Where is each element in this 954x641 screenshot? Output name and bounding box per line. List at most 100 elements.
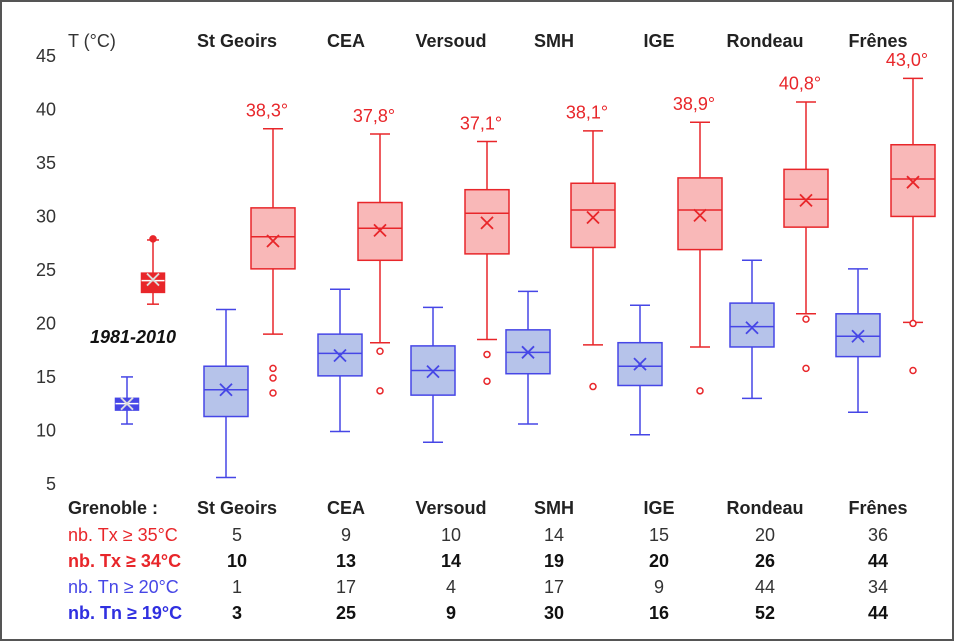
row-label: nb. Tn ≥ 19°C <box>68 603 182 623</box>
outlier <box>269 389 277 397</box>
table-cell: 36 <box>868 525 888 545</box>
mean-marker <box>120 397 134 411</box>
table-cell: 14 <box>544 525 564 545</box>
row-label: nb. Tx ≥ 34°C <box>68 551 181 571</box>
box <box>250 207 296 270</box>
table-header: Grenoble : <box>68 498 158 518</box>
y-tick-label: 45 <box>36 46 56 66</box>
y-tick-label: 40 <box>36 99 56 119</box>
table-cell: 9 <box>654 577 664 597</box>
outlier <box>269 374 277 382</box>
box <box>570 182 616 249</box>
table-cell: 26 <box>755 551 775 571</box>
mean-marker <box>480 216 494 230</box>
table-cell: 5 <box>232 525 242 545</box>
mean-marker <box>219 383 233 397</box>
mean-marker <box>333 348 347 363</box>
outlier <box>376 387 384 395</box>
table-cell: 13 <box>336 551 356 571</box>
max-label: 38,1° <box>566 103 608 123</box>
table-cell: 14 <box>441 551 461 571</box>
mean-marker <box>851 329 865 343</box>
max-label: 38,3° <box>246 100 288 120</box>
box <box>729 302 775 348</box>
table-cell: 20 <box>755 525 775 545</box>
row-label: nb. Tn ≥ 20°C <box>68 577 179 597</box>
table-cell: 17 <box>544 577 564 597</box>
mean-marker <box>633 357 647 371</box>
outlier <box>802 364 810 373</box>
max-label: 40,8° <box>779 74 821 94</box>
category-label: Rondeau <box>726 31 803 51</box>
outlier <box>483 377 491 385</box>
row-label: nb. Tx ≥ 35°C <box>68 525 178 545</box>
outlier <box>909 366 917 375</box>
table-cell: 19 <box>544 551 564 571</box>
table-cell: 34 <box>868 577 888 597</box>
category-label: Frênes <box>848 31 907 51</box>
table-cell: 9 <box>341 525 351 545</box>
max-label: 37,1° <box>460 113 502 133</box>
table-cell: 1 <box>232 577 242 597</box>
table-cell: 25 <box>336 603 356 623</box>
table-cell: 44 <box>755 577 775 597</box>
mean-marker <box>373 223 387 237</box>
y-axis-label: T (°C) <box>68 31 116 51</box>
max-label: 43,0° <box>886 50 928 70</box>
box <box>677 177 723 251</box>
outlier <box>149 235 157 243</box>
table-header: CEA <box>327 498 365 518</box>
mean-marker <box>426 364 440 379</box>
category-label: CEA <box>327 31 365 51</box>
y-tick-label: 30 <box>36 206 56 226</box>
table-cell: 3 <box>232 603 242 623</box>
table-cell: 52 <box>755 603 775 623</box>
y-tick-label: 35 <box>36 153 56 173</box>
table-cell: 4 <box>446 577 456 597</box>
y-tick-label: 20 <box>36 313 56 333</box>
box <box>203 365 249 418</box>
table-header: Frênes <box>848 498 907 518</box>
table-cell: 44 <box>868 603 888 623</box>
box <box>890 143 936 218</box>
outlier <box>696 387 704 395</box>
table-cell: 30 <box>544 603 564 623</box>
mean-marker <box>266 234 280 248</box>
table-cell: 20 <box>649 551 669 571</box>
mean-marker <box>586 210 600 225</box>
y-tick-label: 15 <box>36 367 56 387</box>
category-label: SMH <box>534 31 574 51</box>
category-label: Versoud <box>415 31 486 51</box>
mean-marker <box>693 208 707 222</box>
table-cell: 15 <box>649 525 669 545</box>
outlier <box>802 315 810 323</box>
max-label: 38,9° <box>673 94 715 114</box>
period-label: 1981-2010 <box>90 327 176 347</box>
outlier <box>909 319 917 328</box>
table-cell: 10 <box>227 551 247 571</box>
table-cell: 44 <box>868 551 888 571</box>
category-label: St Geoirs <box>197 31 277 51</box>
y-tick-label: 10 <box>36 420 56 440</box>
mean-marker <box>906 175 920 189</box>
max-label: 37,8° <box>353 106 395 126</box>
table-cell: 9 <box>446 603 456 623</box>
mean-marker <box>521 345 535 359</box>
box <box>140 272 166 294</box>
table-cell: 17 <box>336 577 356 597</box>
mean-marker <box>745 321 759 335</box>
mean-marker <box>146 272 160 287</box>
table-header: SMH <box>534 498 574 518</box>
table-header: IGE <box>643 498 674 518</box>
table-cell: 10 <box>441 525 461 545</box>
table-header: Rondeau <box>726 498 803 518</box>
outlier <box>376 347 384 355</box>
outlier <box>589 382 597 391</box>
box <box>783 168 829 228</box>
outlier <box>483 350 491 359</box>
y-tick-label: 5 <box>46 474 56 494</box>
mean-marker <box>799 193 813 208</box>
outlier <box>269 364 277 373</box>
